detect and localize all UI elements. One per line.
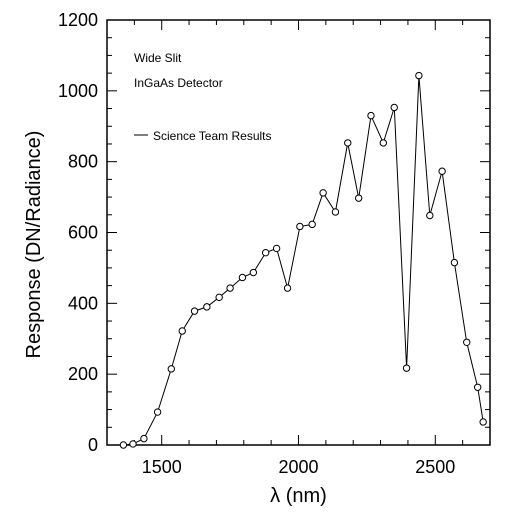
data-point <box>450 258 459 267</box>
data-point <box>463 338 471 346</box>
y-tick-label: 600 <box>68 223 98 243</box>
y-axis-title: Response (DN/Radiance) <box>23 131 45 359</box>
data-point <box>238 273 247 282</box>
data-point <box>331 208 340 216</box>
data-point <box>190 307 199 315</box>
data-point <box>390 103 398 112</box>
y-tick-label: 1200 <box>58 10 98 30</box>
data-point <box>215 293 223 302</box>
legend-entry: Science Team Results <box>153 129 272 143</box>
data-point <box>129 440 137 448</box>
data-point <box>367 111 375 120</box>
data-point <box>479 418 487 426</box>
data-point <box>473 383 482 391</box>
data-point <box>415 71 423 80</box>
legend: Science Team Results <box>134 129 272 143</box>
y-tick-label: 400 <box>68 293 98 313</box>
data-point <box>402 364 411 372</box>
axis-ticks <box>106 19 491 446</box>
data-point <box>283 284 292 292</box>
x-tick-label: 1500 <box>142 457 182 477</box>
annotation-detector: InGaAs Detector <box>134 76 223 90</box>
data-point <box>119 441 128 449</box>
data-point <box>379 139 388 147</box>
x-tick-label: 2500 <box>415 457 455 477</box>
x-tick-label: 2000 <box>278 457 318 477</box>
y-tick-label: 1000 <box>58 81 98 101</box>
y-tick-label: 800 <box>68 152 98 172</box>
x-axis-title: λ (nm) <box>270 485 327 507</box>
data-point <box>296 222 304 231</box>
y-tick-label: 0 <box>88 435 98 455</box>
data-point <box>153 408 162 416</box>
series-markers <box>119 71 487 449</box>
tick-labels: 0 200 400 600 800 1000 1200 1500 2000 2500 <box>58 10 455 477</box>
data-point <box>140 434 148 443</box>
data-point <box>319 189 327 197</box>
y-tick-label: 200 <box>68 364 98 384</box>
series-line <box>123 75 484 446</box>
data-point <box>261 248 270 257</box>
data-point <box>438 167 446 175</box>
data-point <box>167 365 175 373</box>
data-point <box>272 244 281 253</box>
data-point <box>344 139 352 147</box>
data-point <box>354 194 363 202</box>
data-point <box>226 284 234 292</box>
data-point <box>308 220 316 229</box>
data-point <box>249 268 258 277</box>
annotation-slit: Wide Slit <box>134 51 182 65</box>
data-point <box>426 211 434 220</box>
data-point <box>178 327 186 335</box>
data-point <box>203 303 211 311</box>
